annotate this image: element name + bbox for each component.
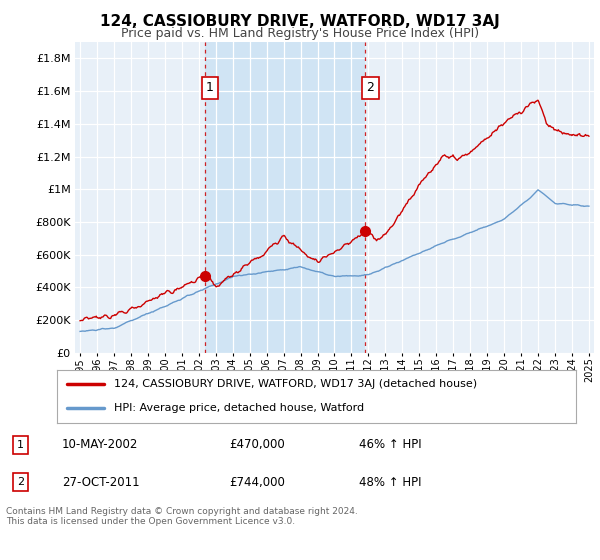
- Text: Price paid vs. HM Land Registry's House Price Index (HPI): Price paid vs. HM Land Registry's House …: [121, 27, 479, 40]
- Bar: [205, 42, 365, 353]
- Text: HPI: Average price, detached house, Watford: HPI: Average price, detached house, Watf…: [114, 403, 364, 413]
- Text: 2: 2: [17, 477, 24, 487]
- Text: 124, CASSIOBURY DRIVE, WATFORD, WD17 3AJ (detached house): 124, CASSIOBURY DRIVE, WATFORD, WD17 3AJ…: [114, 379, 477, 389]
- Text: £744,000: £744,000: [229, 475, 286, 489]
- Text: 10-MAY-2002: 10-MAY-2002: [62, 438, 138, 451]
- Text: Contains HM Land Registry data © Crown copyright and database right 2024.
This d: Contains HM Land Registry data © Crown c…: [6, 507, 358, 526]
- Text: 1: 1: [17, 440, 24, 450]
- Text: £470,000: £470,000: [229, 438, 285, 451]
- Text: 124, CASSIOBURY DRIVE, WATFORD, WD17 3AJ: 124, CASSIOBURY DRIVE, WATFORD, WD17 3AJ: [100, 14, 500, 29]
- Text: 1: 1: [206, 81, 214, 94]
- Text: 48% ↑ HPI: 48% ↑ HPI: [359, 475, 421, 489]
- Text: 46% ↑ HPI: 46% ↑ HPI: [359, 438, 421, 451]
- Text: 2: 2: [367, 81, 374, 94]
- Text: 27-OCT-2011: 27-OCT-2011: [62, 475, 139, 489]
